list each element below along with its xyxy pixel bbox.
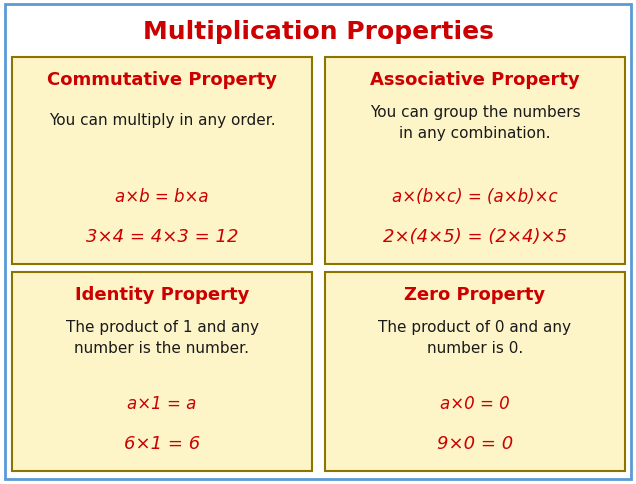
Text: Commutative Property: Commutative Property <box>47 71 277 89</box>
Text: You can multiply in any order.: You can multiply in any order. <box>49 112 275 127</box>
Text: The product of 1 and any
number is the number.: The product of 1 and any number is the n… <box>66 319 258 355</box>
Text: 9×0 = 0: 9×0 = 0 <box>437 434 513 452</box>
Text: a×1 = a: a×1 = a <box>127 394 197 412</box>
Text: The product of 0 and any
number is 0.: The product of 0 and any number is 0. <box>378 319 572 355</box>
Text: a×b = b×a: a×b = b×a <box>115 188 209 206</box>
FancyBboxPatch shape <box>12 58 312 264</box>
Text: a×0 = 0: a×0 = 0 <box>440 394 510 412</box>
Text: Associative Property: Associative Property <box>370 71 580 89</box>
Text: a×(b×c) = (a×b)×c: a×(b×c) = (a×b)×c <box>392 188 558 206</box>
Text: Identity Property: Identity Property <box>75 286 249 303</box>
FancyBboxPatch shape <box>325 272 625 471</box>
FancyBboxPatch shape <box>5 5 631 479</box>
Text: You can group the numbers
in any combination.: You can group the numbers in any combina… <box>370 105 580 141</box>
Text: Zero Property: Zero Property <box>404 286 546 303</box>
Text: 3×4 = 4×3 = 12: 3×4 = 4×3 = 12 <box>86 227 238 245</box>
FancyBboxPatch shape <box>12 272 312 471</box>
FancyBboxPatch shape <box>325 58 625 264</box>
Text: 2×(4×5) = (2×4)×5: 2×(4×5) = (2×4)×5 <box>383 227 567 245</box>
Text: Multiplication Properties: Multiplication Properties <box>142 20 494 44</box>
Text: 6×1 = 6: 6×1 = 6 <box>124 434 200 452</box>
